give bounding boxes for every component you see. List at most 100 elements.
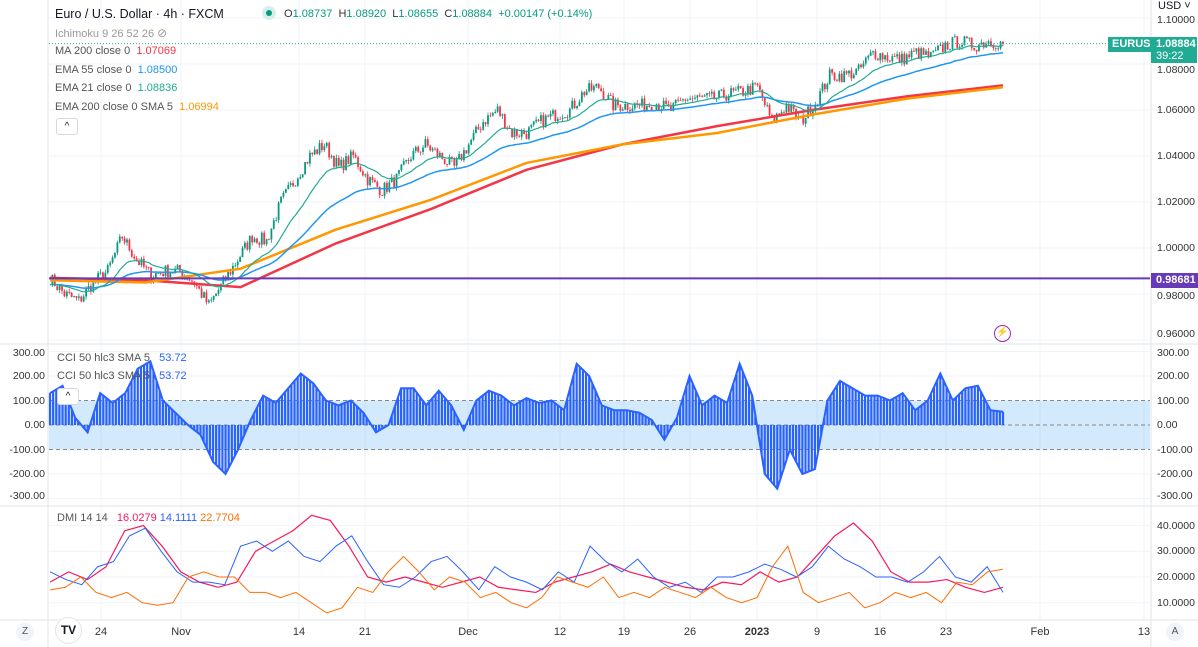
currency-dropdown[interactable]: USD ˅ bbox=[1158, 0, 1191, 12]
candle-body bbox=[123, 238, 126, 243]
time-label: 12 bbox=[553, 626, 567, 638]
candle-body bbox=[116, 242, 119, 253]
candle-body bbox=[638, 104, 641, 106]
candle-body bbox=[561, 117, 564, 119]
candle-body bbox=[725, 97, 728, 101]
candle-body bbox=[937, 45, 939, 51]
candle-body bbox=[961, 45, 963, 47]
ema200-line bbox=[49, 85, 1004, 284]
legend-ema21[interactable]: EMA 21 close 0 1.08836 bbox=[55, 82, 178, 94]
candle-body bbox=[850, 70, 853, 79]
time-label: Nov bbox=[171, 626, 191, 638]
candle-body bbox=[138, 260, 140, 266]
candle-body bbox=[718, 90, 720, 98]
candle-body bbox=[354, 155, 357, 158]
legend-ma200[interactable]: MA 200 close 0 1.07069 bbox=[55, 45, 177, 57]
candle-body bbox=[602, 91, 605, 100]
candle-body bbox=[544, 115, 547, 127]
cci-tick-left: 0.00 bbox=[24, 419, 45, 431]
candle-body bbox=[465, 150, 468, 154]
candle-body bbox=[99, 272, 102, 274]
legend-cci[interactable]: CCI 50 hlc3 SMA 5 53.72 bbox=[57, 352, 187, 364]
candle-body bbox=[990, 41, 992, 46]
candle-body bbox=[992, 45, 995, 49]
ma200-line bbox=[49, 84, 1004, 289]
cci-tick: 300.00 bbox=[1157, 347, 1190, 359]
candle-body bbox=[804, 118, 807, 124]
legend-cci-2[interactable]: CCI 50 hlc3 SMA 5 53.72 bbox=[57, 370, 187, 382]
candle-body bbox=[908, 54, 911, 58]
candle-body bbox=[973, 47, 976, 50]
cci-tick: 100.00 bbox=[1157, 394, 1190, 407]
candle-body bbox=[323, 146, 326, 151]
candle-body bbox=[966, 36, 968, 39]
candle-body bbox=[318, 143, 321, 154]
candle-body bbox=[479, 129, 482, 131]
candle-body bbox=[357, 157, 359, 167]
lightning-alert-icon[interactable]: ⚡ bbox=[994, 325, 1011, 342]
candle-body bbox=[732, 88, 735, 91]
candle-body bbox=[181, 270, 184, 278]
candle-body bbox=[876, 58, 879, 61]
candle-body bbox=[301, 174, 304, 178]
collapse-legend-button[interactable]: ^ bbox=[56, 118, 78, 135]
candle-body bbox=[256, 238, 258, 243]
candle-body bbox=[294, 185, 297, 187]
candle-body bbox=[672, 103, 675, 111]
candle-body bbox=[869, 52, 872, 56]
candle-body bbox=[862, 63, 865, 68]
candle-body bbox=[162, 273, 165, 277]
candle-body bbox=[785, 104, 788, 113]
cci-tick: -200.00 bbox=[1157, 468, 1193, 480]
candle-body bbox=[253, 238, 256, 243]
candle-body bbox=[838, 73, 841, 81]
candle-body bbox=[239, 257, 242, 262]
candle-body bbox=[552, 110, 554, 114]
auto-scale-button[interactable]: A bbox=[1166, 623, 1184, 641]
candle-body bbox=[484, 122, 487, 125]
candle-body bbox=[722, 89, 725, 98]
candle-body bbox=[150, 267, 152, 282]
candle-body bbox=[609, 95, 612, 96]
collapse-cci-legend-button[interactable]: ^ bbox=[57, 388, 79, 405]
candle-body bbox=[147, 267, 150, 268]
candle-body bbox=[520, 130, 523, 137]
legend-ema200[interactable]: EMA 200 close 0 SMA 5 1.06994 bbox=[55, 101, 219, 113]
candle-body bbox=[296, 178, 299, 186]
ohlc-readout: O1.08737 H1.08920 L1.08655 C1.08884 +0.0… bbox=[284, 8, 593, 20]
candle-body bbox=[61, 285, 63, 291]
tradingview-logo[interactable]: TV bbox=[55, 617, 82, 644]
candle-body bbox=[576, 105, 578, 109]
candle-body bbox=[287, 184, 290, 190]
candle-body bbox=[879, 53, 882, 61]
candle-body bbox=[949, 49, 951, 51]
last-price-label: 1.08884 39:22 bbox=[1151, 37, 1197, 63]
candle-body bbox=[373, 180, 376, 182]
candle-body bbox=[708, 93, 711, 94]
candle-body bbox=[371, 177, 374, 181]
candle-body bbox=[145, 266, 148, 268]
candle-body bbox=[169, 272, 172, 278]
candle-body bbox=[58, 285, 61, 290]
candle-body bbox=[703, 95, 706, 97]
candle-body bbox=[730, 88, 732, 97]
candle-body bbox=[982, 42, 985, 48]
horizontal-line-price-label[interactable]: 0.98681 bbox=[1151, 273, 1198, 288]
timezone-button[interactable]: Z bbox=[16, 623, 34, 641]
legend-ichimoku[interactable]: Ichimoku 9 26 52 26 ⊘ bbox=[55, 26, 168, 40]
candle-body bbox=[980, 42, 983, 45]
candle-body bbox=[77, 296, 80, 298]
candle-body bbox=[749, 85, 752, 95]
candle-body bbox=[691, 98, 694, 100]
legend-ema55[interactable]: EMA 55 close 0 1.08500 bbox=[55, 64, 178, 76]
cci-tick: -100.00 bbox=[1157, 443, 1193, 456]
legend-dmi[interactable]: DMI 14 14 16.0279 14.1111 22.7704 bbox=[57, 512, 240, 524]
candle-body bbox=[626, 103, 629, 110]
candle-body bbox=[559, 118, 562, 120]
candle-body bbox=[417, 146, 420, 152]
hidden-eye-icon[interactable]: ⊘ bbox=[157, 26, 168, 40]
candle-body bbox=[833, 72, 836, 80]
time-label: 16 bbox=[873, 626, 887, 638]
candle-body bbox=[75, 296, 78, 298]
